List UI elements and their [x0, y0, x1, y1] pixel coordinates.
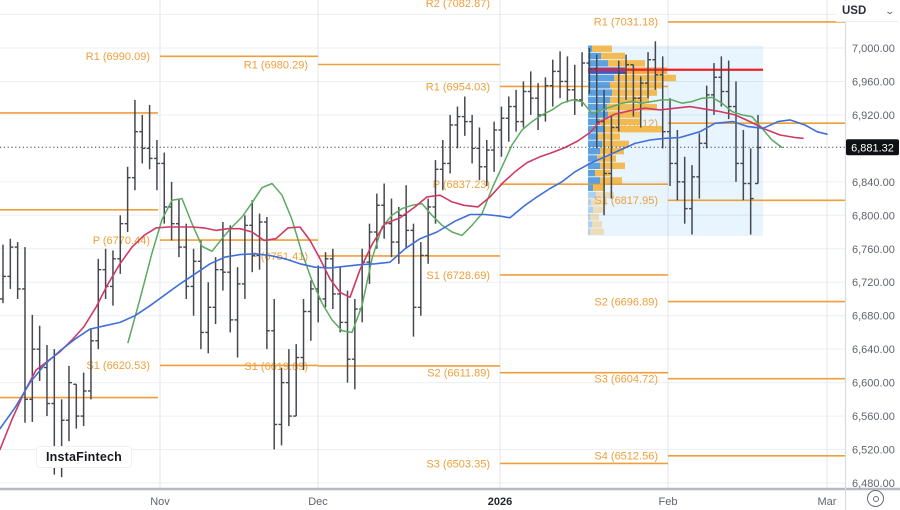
price-tick-label: 6,960.00	[852, 76, 895, 88]
price-tick-label: 6,600.00	[852, 378, 895, 390]
last-price-badge: 6,881.32	[846, 139, 899, 156]
pivot-label: S1 (6817.95)	[594, 195, 658, 207]
price-tick-label: 6,640.00	[852, 344, 895, 356]
price-tick-label: 6,760.00	[852, 244, 895, 256]
pivot-label: R1 (6990.09)	[86, 51, 150, 63]
price-tick-label: 6,840.00	[852, 177, 895, 189]
grid-lines	[0, 0, 845, 488]
pivot-label: P (6837.23)	[433, 179, 490, 191]
pivot-label: S4 (6512.56)	[594, 451, 658, 463]
pivot-label: R2 (7082.87)	[426, 0, 490, 10]
price-tick-label: 7,000.00	[852, 43, 895, 55]
ma-mid-crimson	[0, 105, 804, 451]
pivot-label: R1 (7031.18)	[594, 17, 658, 29]
price-axis-pane[interactable]	[845, 0, 900, 510]
time-tick-label[interactable]: Mar	[818, 496, 837, 508]
pivot-label: R1 (6954.03)	[426, 81, 490, 93]
pivot-label: S3 (6604.72)	[594, 373, 658, 385]
ma-fast-green	[127, 96, 783, 344]
pivot-label: S1 (6619.89)	[244, 361, 308, 373]
chevron-down-icon: ⌄	[884, 5, 896, 16]
price-tick-label: 6,800.00	[852, 210, 895, 222]
pivot-label: S3 (6503.35)	[426, 458, 490, 470]
time-axis-labels: Nov Dec 2026 Feb Mar	[150, 496, 837, 508]
pivot-levels: R1 (6990.09) P (6770.44) S1 (6620.53) R1 (6…	[0, 0, 845, 470]
currency-selector-button[interactable]: USD ⌄	[836, 1, 898, 22]
time-tick-label[interactable]: 2026	[488, 496, 512, 508]
instafintech-logo: InstaFintech	[36, 446, 133, 468]
svg-text:6,881.32: 6,881.32	[851, 142, 894, 154]
time-axis-pane[interactable]	[0, 488, 900, 510]
price-tick-label: 6,520.00	[852, 445, 895, 457]
price-tick-label: 6,480.00	[852, 478, 895, 490]
price-tick-label: 6,920.00	[852, 110, 895, 122]
time-tick-label[interactable]: Dec	[308, 496, 328, 508]
price-tick-label: 6,720.00	[852, 277, 895, 289]
logo-text: InstaFintech	[46, 450, 123, 464]
time-tick-label[interactable]: Feb	[659, 496, 678, 508]
pivot-label: R1 (6980.29)	[244, 59, 308, 71]
currency-label: USD	[842, 5, 867, 17]
pivot-label: S1 (6620.53)	[86, 360, 150, 372]
pivot-label: S2 (6696.89)	[594, 296, 658, 308]
pivot-label: P (6770.44)	[93, 235, 150, 247]
price-axis-labels: 7,000.00 6,960.00 6,920.00 6,840.00 6,800.00…	[852, 43, 895, 490]
price-tick-label: 6,680.00	[852, 311, 895, 323]
ma-slow-blue	[0, 119, 828, 430]
price-tick-label: 6,560.00	[852, 411, 895, 423]
pivot-label: S1 (6728.69)	[426, 270, 490, 282]
time-tick-label[interactable]: Nov	[150, 496, 170, 508]
pivot-label: S2 (6611.89)	[427, 367, 490, 379]
gear-icon[interactable]	[867, 490, 884, 507]
